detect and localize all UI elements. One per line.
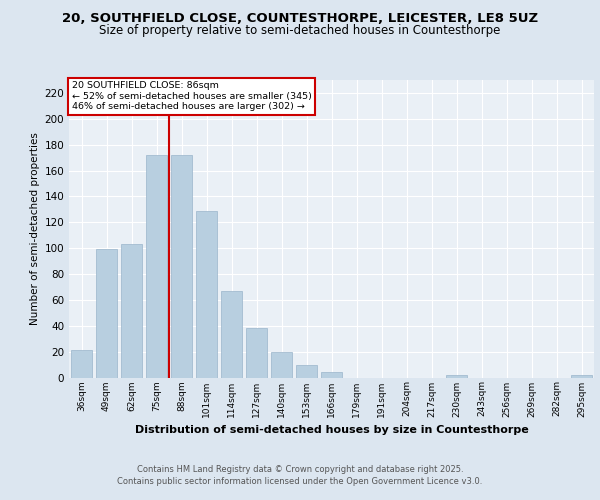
Bar: [446, 375, 467, 378]
Text: Contains public sector information licensed under the Open Government Licence v3: Contains public sector information licen…: [118, 477, 482, 486]
Bar: [96, 250, 117, 378]
Bar: [171, 155, 192, 378]
Text: 20, SOUTHFIELD CLOSE, COUNTESTHORPE, LEICESTER, LE8 5UZ: 20, SOUTHFIELD CLOSE, COUNTESTHORPE, LEI…: [62, 12, 538, 26]
Text: Contains HM Land Registry data © Crown copyright and database right 2025.: Contains HM Land Registry data © Crown c…: [137, 465, 463, 474]
X-axis label: Distribution of semi-detached houses by size in Countesthorpe: Distribution of semi-detached houses by …: [134, 425, 529, 435]
Bar: [71, 350, 92, 378]
Bar: [321, 372, 342, 378]
Text: Size of property relative to semi-detached houses in Countesthorpe: Size of property relative to semi-detach…: [100, 24, 500, 37]
Text: 20 SOUTHFIELD CLOSE: 86sqm
← 52% of semi-detached houses are smaller (345)
46% o: 20 SOUTHFIELD CLOSE: 86sqm ← 52% of semi…: [71, 82, 311, 112]
Bar: [221, 291, 242, 378]
Bar: [146, 155, 167, 378]
Bar: [571, 375, 592, 378]
Bar: [121, 244, 142, 378]
Y-axis label: Number of semi-detached properties: Number of semi-detached properties: [30, 132, 40, 325]
Bar: [246, 328, 267, 378]
Bar: [271, 352, 292, 378]
Bar: [296, 364, 317, 378]
Bar: [196, 210, 217, 378]
